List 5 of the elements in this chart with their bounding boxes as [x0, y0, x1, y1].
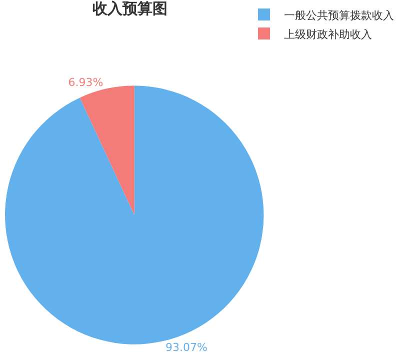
data-label: 6.93%: [68, 76, 104, 89]
data-label: 93.07%: [166, 341, 208, 354]
legend-label: 上级财政补助收入: [284, 28, 372, 41]
legend-label: 一般公共预算拨款收入: [284, 8, 394, 22]
chart-title: 收入预算图: [92, 0, 168, 18]
